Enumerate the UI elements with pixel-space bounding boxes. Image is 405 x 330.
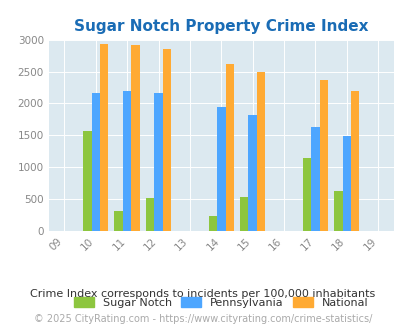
- Bar: [350, 91, 358, 231]
- Text: © 2025 CityRating.com - https://www.cityrating.com/crime-statistics/: © 2025 CityRating.com - https://www.city…: [34, 314, 371, 324]
- Bar: [83, 131, 91, 231]
- Bar: [154, 93, 162, 231]
- Bar: [208, 216, 217, 231]
- Bar: [342, 136, 350, 231]
- Bar: [225, 64, 233, 231]
- Bar: [131, 45, 139, 231]
- Bar: [256, 72, 265, 231]
- Bar: [310, 127, 319, 231]
- Bar: [248, 115, 256, 231]
- Bar: [162, 49, 171, 231]
- Bar: [319, 81, 327, 231]
- Bar: [217, 107, 225, 231]
- Bar: [114, 211, 123, 231]
- Bar: [333, 191, 342, 231]
- Bar: [302, 158, 310, 231]
- Bar: [100, 44, 108, 231]
- Bar: [123, 91, 131, 231]
- Title: Sugar Notch Property Crime Index: Sugar Notch Property Crime Index: [74, 19, 368, 34]
- Bar: [91, 92, 100, 231]
- Legend: Sugar Notch, Pennsylvania, National: Sugar Notch, Pennsylvania, National: [71, 294, 371, 312]
- Text: Crime Index corresponds to incidents per 100,000 inhabitants: Crime Index corresponds to incidents per…: [30, 289, 375, 299]
- Bar: [145, 198, 154, 231]
- Bar: [239, 197, 248, 231]
